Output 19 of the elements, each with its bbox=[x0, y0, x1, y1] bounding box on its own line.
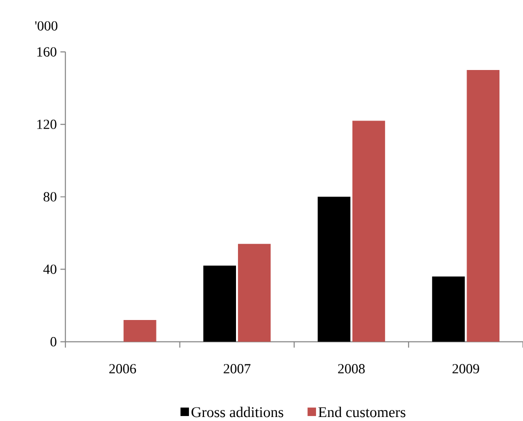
legend-label: Gross additions bbox=[192, 406, 284, 418]
y-axis-title: '000 bbox=[35, 21, 58, 31]
x-tick-label: 2009 bbox=[452, 364, 480, 374]
y-tick-label: 120 bbox=[37, 120, 56, 130]
bar bbox=[124, 320, 156, 342]
bar bbox=[352, 120, 386, 342]
bar bbox=[318, 196, 350, 342]
bar bbox=[203, 266, 236, 342]
y-tick-label: 80 bbox=[44, 192, 56, 202]
bar bbox=[466, 70, 500, 342]
x-tick-label: 2007 bbox=[224, 364, 250, 374]
y-tick-label: 40 bbox=[43, 264, 56, 274]
y-tick-label: 160 bbox=[37, 47, 56, 57]
bar bbox=[238, 244, 271, 342]
legend-label: End customers bbox=[318, 406, 406, 418]
x-tick-label: 2008 bbox=[338, 364, 365, 374]
y-tick-label: 0 bbox=[50, 337, 56, 346]
bar bbox=[432, 276, 465, 342]
x-tick-label: 2006 bbox=[109, 364, 136, 374]
